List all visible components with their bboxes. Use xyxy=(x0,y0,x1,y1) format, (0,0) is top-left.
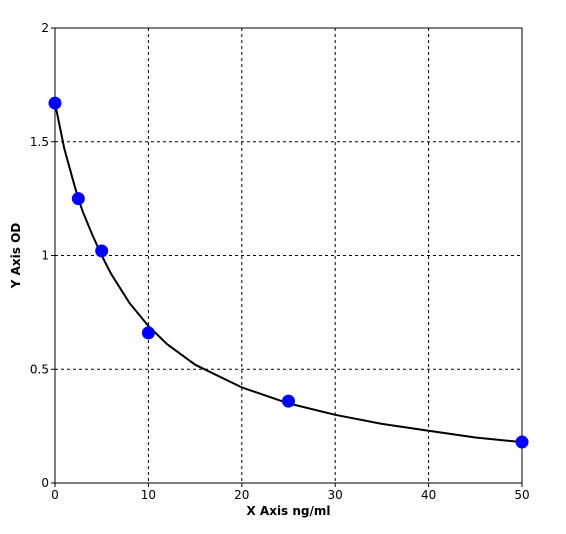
y-tick-label: 2 xyxy=(41,21,49,35)
data-point xyxy=(141,326,155,340)
fit-curve-line xyxy=(54,102,523,444)
data-point xyxy=(515,435,529,449)
point-layer xyxy=(48,96,529,449)
y-tick-label: 1.5 xyxy=(30,135,49,149)
data-point xyxy=(48,96,62,110)
x-tick-label: 50 xyxy=(514,488,529,502)
data-point xyxy=(71,192,85,206)
data-point xyxy=(282,394,295,408)
tick-layer: 0 10 20 30 40 50 0 0.5 1 1.5 2 xyxy=(30,21,530,502)
curve-layer xyxy=(54,102,523,444)
x-axis-title: X Axis ng/ml xyxy=(246,504,330,518)
x-tick-label: 30 xyxy=(328,488,343,502)
x-tick-label: 20 xyxy=(234,488,249,502)
y-axis-title: Y Axis OD xyxy=(9,223,23,290)
y-tick-label: 0 xyxy=(41,476,49,490)
x-tick-label: 10 xyxy=(141,488,156,502)
y-tick-label: 1 xyxy=(41,249,49,263)
y-tick-label: 0.5 xyxy=(30,362,49,376)
data-point xyxy=(95,244,109,258)
x-tick-label: 0 xyxy=(51,488,59,502)
x-tick-label: 40 xyxy=(421,488,436,502)
grid-layer xyxy=(55,28,522,483)
